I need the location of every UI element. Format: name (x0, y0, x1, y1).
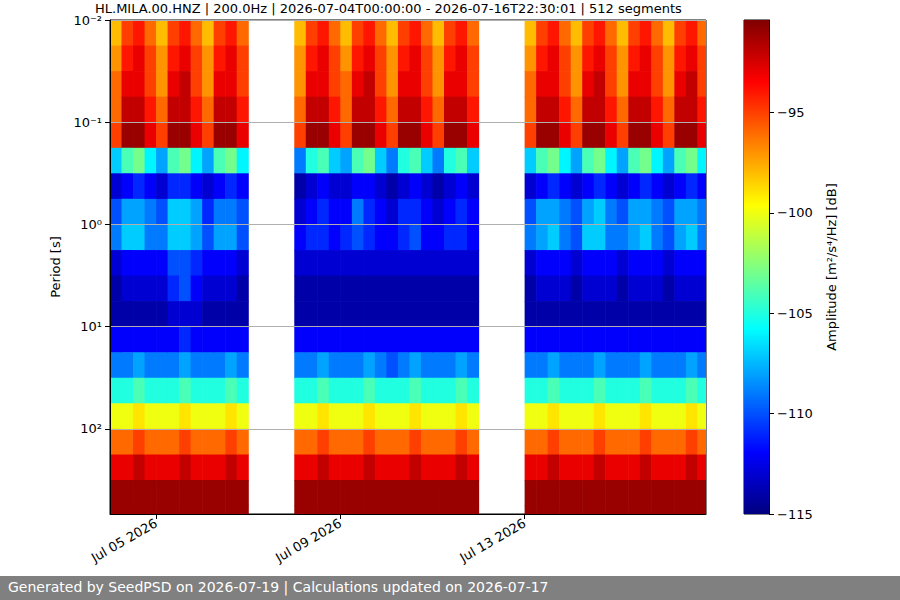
svg-text:Amplitude [m²/s⁴/Hz] [dB]: Amplitude [m²/s⁴/Hz] [dB] (824, 183, 839, 351)
svg-text:Jul 05 2026: Jul 05 2026 (88, 516, 160, 566)
svg-text:10⁻²: 10⁻² (73, 13, 102, 28)
svg-text:−110: −110 (777, 406, 813, 421)
svg-text:10⁻¹: 10⁻¹ (73, 115, 102, 130)
svg-text:−105: −105 (777, 306, 813, 321)
svg-text:HL.MILA.00.HNZ | 200.0Hz | 202: HL.MILA.00.HNZ | 200.0Hz | 2026-07-04T00… (95, 1, 682, 16)
svg-text:−115: −115 (777, 507, 813, 522)
svg-text:Generated by SeedPSD on 2026-0: Generated by SeedPSD on 2026-07-19 | Cal… (8, 579, 549, 596)
svg-text:Jul 13 2026: Jul 13 2026 (456, 516, 528, 566)
svg-text:10²: 10² (80, 421, 102, 436)
svg-text:−100: −100 (777, 205, 813, 220)
svg-text:10¹: 10¹ (80, 319, 102, 334)
svg-text:10⁰: 10⁰ (80, 217, 102, 232)
svg-text:−95: −95 (777, 105, 804, 120)
svg-text:Jul 09 2026: Jul 09 2026 (272, 516, 344, 566)
svg-text:Period [s]: Period [s] (48, 236, 63, 298)
